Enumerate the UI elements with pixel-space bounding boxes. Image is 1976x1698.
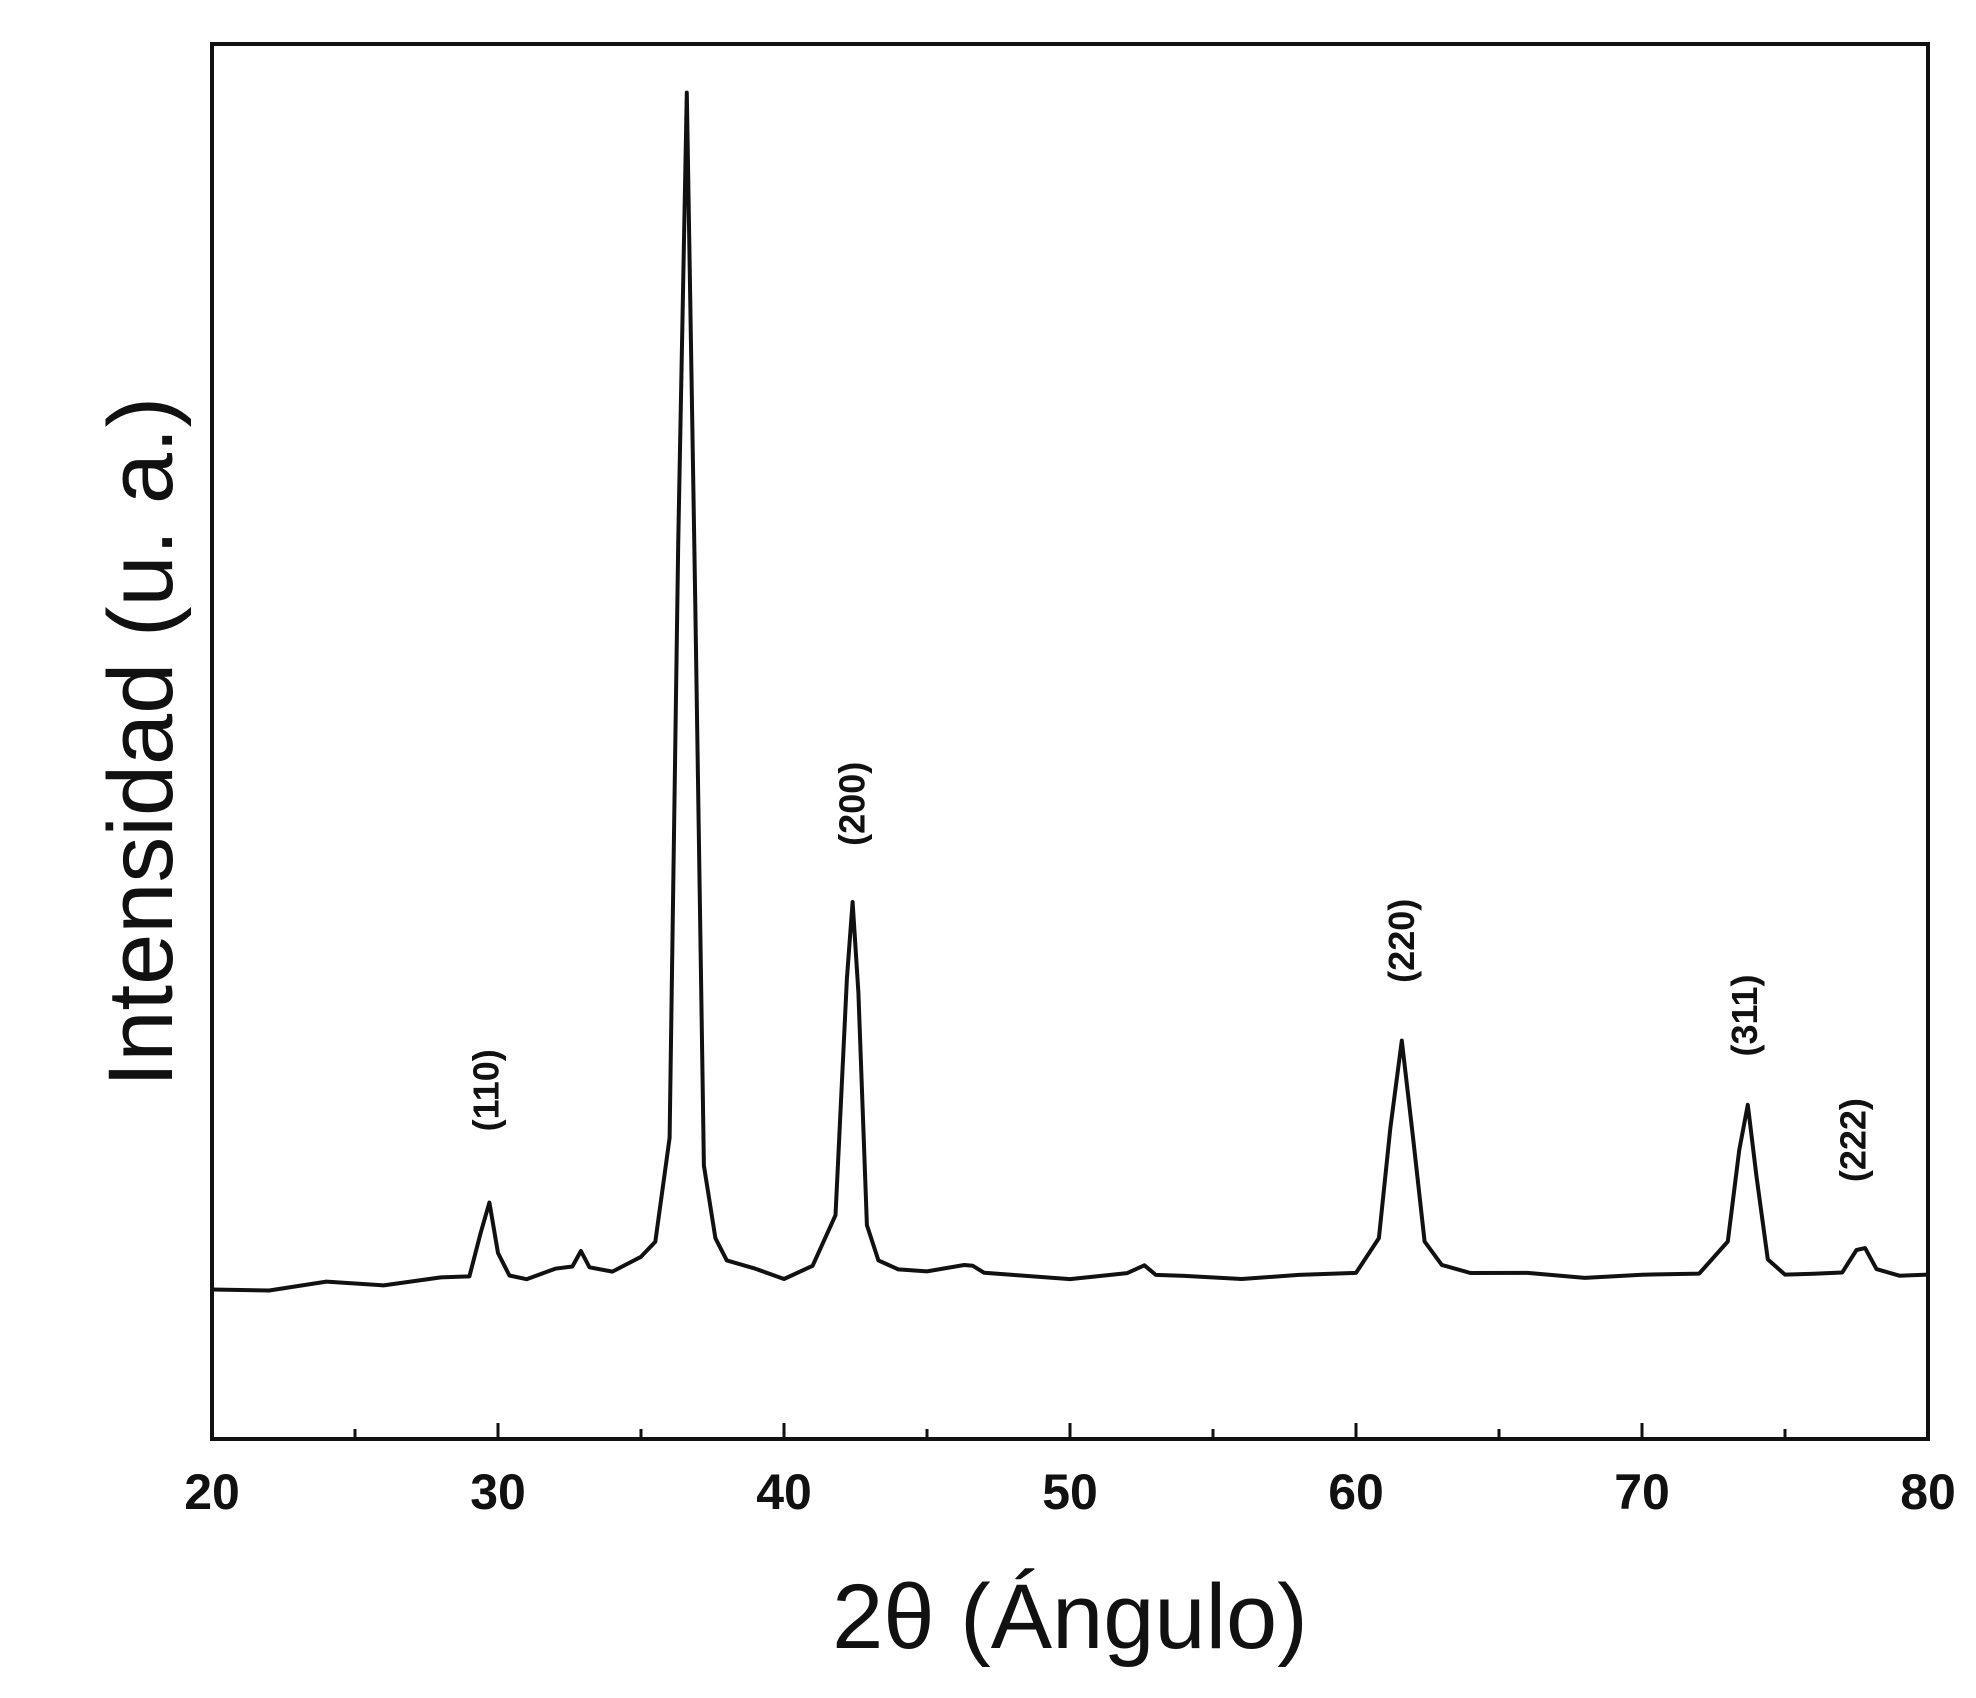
x-tick-label: 70 [1614, 1464, 1670, 1520]
y-axis-title: Intensidad (u. a.) [90, 397, 192, 1087]
x-axis-title: 2θ (Ángulo) [832, 1566, 1308, 1668]
peak-label: (222) [1833, 1098, 1874, 1182]
peak-label: (220) [1381, 899, 1422, 983]
peak-label: (200) [832, 762, 873, 846]
peak-label: (311) [1724, 974, 1765, 1056]
x-tick-label: 50 [1042, 1464, 1098, 1520]
x-tick-label: 20 [184, 1464, 240, 1520]
peak-labels: (110)(111)(200)(220)(311)(222) [466, 762, 1874, 1182]
x-axis-ticks [210, 1423, 1930, 1439]
x-axis-tick-labels: 20 30 40 50 60 70 80 [184, 1464, 1956, 1520]
plot-frame [210, 42, 1930, 1441]
peak-label: (110) [466, 1049, 507, 1131]
x-tick-label: 30 [470, 1464, 526, 1520]
diffraction-pattern-line [211, 90, 1929, 1293]
x-tick-label: 80 [1900, 1464, 1956, 1520]
x-tick-label: 60 [1328, 1464, 1384, 1520]
x-tick-label: 40 [756, 1464, 812, 1520]
